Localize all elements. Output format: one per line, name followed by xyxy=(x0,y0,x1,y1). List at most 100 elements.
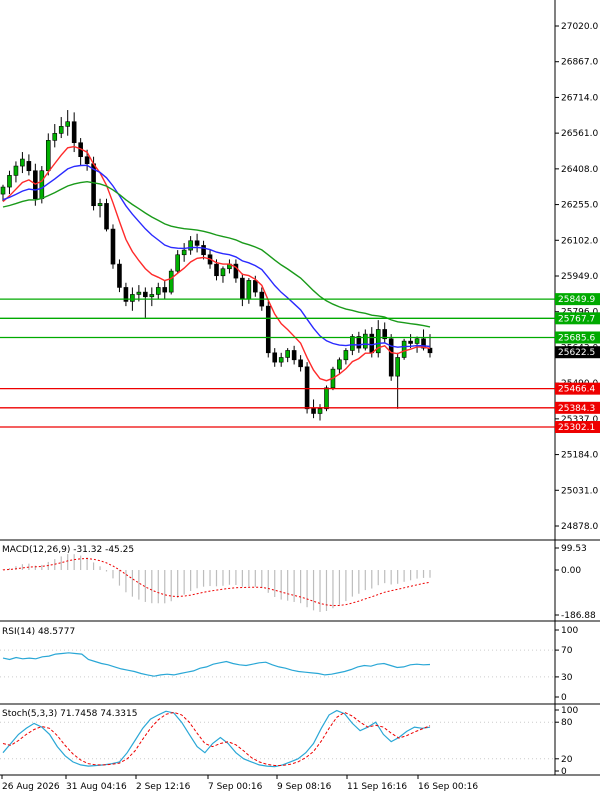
price-tick-label: 26561.0 xyxy=(561,129,598,139)
current-price-box xyxy=(555,346,600,359)
candle-body xyxy=(311,408,316,414)
stoch-axis-label: 20 xyxy=(561,755,573,765)
candle-body xyxy=(201,245,206,256)
candle-body xyxy=(285,350,290,358)
candle-body xyxy=(110,228,116,265)
time-tick-label: 9 Sep 08:16 xyxy=(277,782,332,791)
candle-body xyxy=(39,170,45,200)
time-tick-label: 2 Sep 12:16 xyxy=(136,782,191,791)
stoch-axis-label: 80 xyxy=(561,718,573,728)
time-tick-label: 11 Sep 16:16 xyxy=(347,782,407,791)
price-tick-label: 26714.0 xyxy=(561,93,598,103)
price-tick-label: 26408.0 xyxy=(561,165,598,175)
candle-body xyxy=(350,336,355,351)
candle-body xyxy=(278,357,284,363)
candle-body xyxy=(45,140,51,172)
rsi-plot: RSI(14) 48.5777 100 70 30 0 xyxy=(0,626,578,703)
candle-body xyxy=(298,359,303,368)
price-tick-label: 25184.0 xyxy=(561,451,598,461)
candle-body xyxy=(97,203,103,207)
time-tick-label: 7 Sep 00:16 xyxy=(208,782,263,791)
candle-body xyxy=(181,249,187,256)
candle-body xyxy=(162,287,168,293)
candle-body xyxy=(388,338,394,377)
candle-body xyxy=(130,294,135,302)
candle-body xyxy=(414,338,420,344)
level-lines: 25849.9 25767.7 25685.6 25466.4 25384.3 25302… xyxy=(0,293,600,434)
price-tick-label: 24878.0 xyxy=(561,522,598,532)
level-label-box xyxy=(555,331,600,344)
candle-body xyxy=(375,329,381,354)
time-axis: 26 Aug 2026 31 Aug 04:16 2 Sep 12:16 7 Sep … xyxy=(1,775,478,791)
candle-body xyxy=(421,338,426,349)
level-label: 25849.9 xyxy=(558,295,595,305)
macd-title: MACD(12,26,9) -31.32 -45.25 xyxy=(2,545,134,555)
candle-body xyxy=(123,287,129,302)
candle-body xyxy=(7,175,12,188)
candle-body xyxy=(155,287,161,295)
level-label: 25466.4 xyxy=(558,385,595,395)
rsi-axis-label: 0 xyxy=(561,693,567,703)
candle-body xyxy=(408,340,413,344)
level-label: 25767.7 xyxy=(558,314,595,324)
ma-fast-line xyxy=(2,145,431,382)
candle-body xyxy=(401,340,407,358)
rsi-line xyxy=(2,652,431,677)
rsi-axis-label: 70 xyxy=(561,646,573,656)
time-tick-label: 16 Sep 00:16 xyxy=(418,782,478,791)
macd-plot: MACD(12,26,9) -31.32 -45.25 99.53 0.00 -18… xyxy=(2,544,596,621)
price-tick-label: 25949.0 xyxy=(561,272,598,282)
candle-body xyxy=(194,240,200,246)
time-tick-label: 26 Aug 2026 xyxy=(2,782,60,791)
macd-axis-label: 0.00 xyxy=(561,566,581,576)
candle-body xyxy=(291,350,297,361)
candle-body xyxy=(26,161,32,172)
price-tick-label: 25337.0 xyxy=(561,415,598,425)
ma-medium-line xyxy=(2,164,431,348)
level-label-box xyxy=(555,293,600,306)
candle-body xyxy=(272,352,278,363)
candle-body xyxy=(117,263,122,288)
price-tick-label: 26255.0 xyxy=(561,201,598,211)
rsi-title: RSI(14) 48.5777 xyxy=(2,627,75,637)
stoch-k-line xyxy=(2,709,431,768)
level-label: 25302.1 xyxy=(558,423,595,433)
candle-body xyxy=(188,240,193,251)
level-label-box xyxy=(555,421,600,434)
candle-body xyxy=(13,165,19,176)
current-price-label: 25622.5 xyxy=(558,348,595,358)
candle-body xyxy=(240,277,245,300)
price-tick-label: 27020.0 xyxy=(561,22,598,32)
candle-body xyxy=(65,121,70,127)
level-label-box xyxy=(555,401,600,414)
stoch-axis-label: 0 xyxy=(561,767,567,777)
candle-body xyxy=(220,268,226,277)
candle-body xyxy=(304,366,310,410)
stoch-title: Stoch(5,3,3) 71.7458 74.3315 xyxy=(2,709,137,719)
candle-body xyxy=(363,333,368,349)
rsi-axis-label: 100 xyxy=(561,626,578,636)
price-tick-label: 25031.0 xyxy=(561,486,598,496)
candle-body xyxy=(356,336,362,349)
ma-slow-line xyxy=(2,180,431,328)
candle-body xyxy=(395,357,400,377)
candle-body xyxy=(136,291,142,295)
level-label-box xyxy=(555,312,600,325)
candle-body xyxy=(246,280,252,300)
candle-body xyxy=(233,263,239,279)
candle-body xyxy=(324,387,329,410)
candle-body xyxy=(168,270,174,293)
candle-body xyxy=(143,291,148,298)
candle-body xyxy=(214,263,219,277)
candle-body xyxy=(253,280,258,293)
price-plot xyxy=(0,110,433,421)
candle-body xyxy=(175,254,180,272)
macd-signal-line xyxy=(2,557,431,607)
level-label-box xyxy=(555,382,600,395)
time-tick-label: 31 Aug 04:16 xyxy=(66,782,127,791)
candle-body xyxy=(84,156,90,165)
candle-body xyxy=(382,329,388,340)
rsi-axis-label: 30 xyxy=(561,673,573,683)
